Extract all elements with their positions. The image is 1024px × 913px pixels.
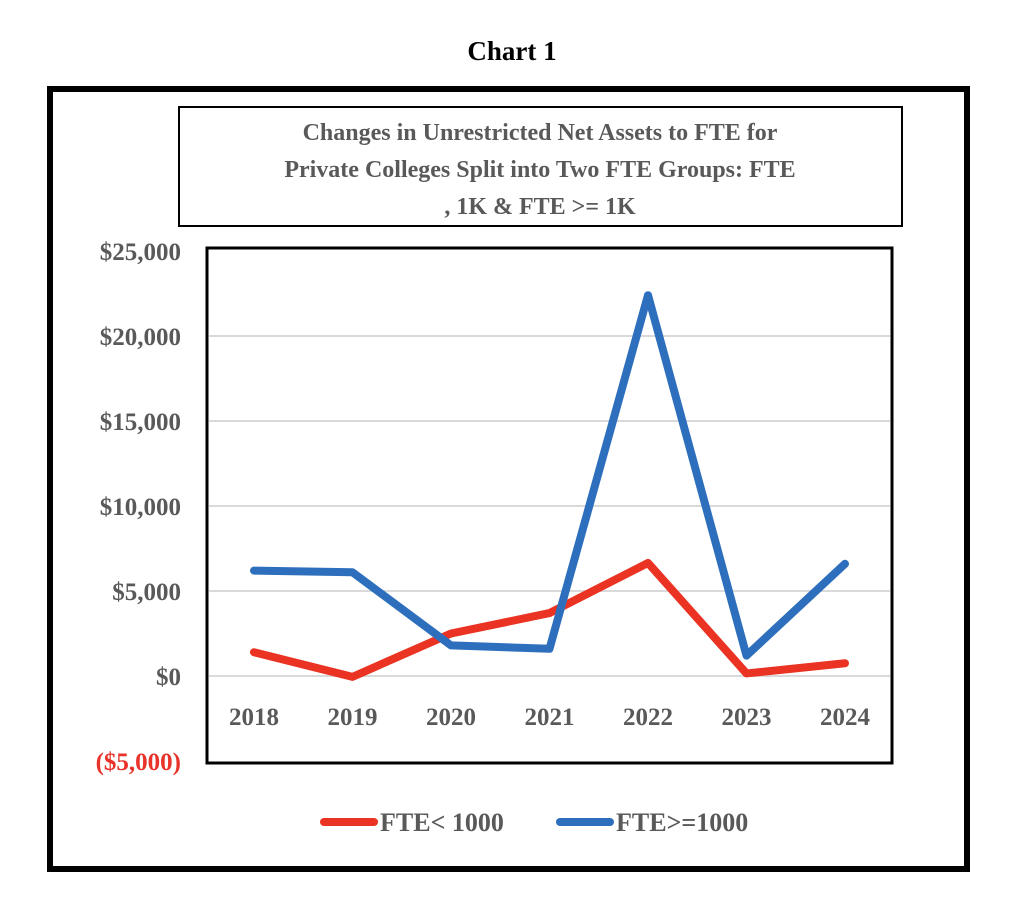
y-tick-label: ($5,000) bbox=[96, 749, 181, 776]
y-tick-label: $25,000 bbox=[100, 239, 181, 266]
y-tick-label: $0 bbox=[156, 664, 181, 691]
x-tick-label: 2020 bbox=[426, 704, 476, 731]
chart-title-line-1: Changes in Unrestricted Net Assets to FT… bbox=[303, 120, 778, 146]
chart-title-line-2: Private Colleges Split into Two FTE Grou… bbox=[284, 157, 795, 183]
plot-area bbox=[205, 246, 894, 765]
x-tick-label: 2022 bbox=[623, 704, 673, 731]
x-tick-label: 2019 bbox=[328, 704, 378, 731]
x-tick-label: 2023 bbox=[722, 704, 772, 731]
series-line-fte-lt-1000 bbox=[250, 558, 849, 681]
y-tick-label: $15,000 bbox=[100, 409, 181, 436]
title-box bbox=[178, 106, 903, 227]
legend: FTE< 1000 FTE>=1000 bbox=[320, 808, 748, 837]
y-tick-label: $20,000 bbox=[100, 324, 181, 351]
y-tick-label: $10,000 bbox=[100, 494, 181, 521]
outer-frame bbox=[47, 86, 970, 872]
chart-caption: Chart 1 bbox=[467, 36, 556, 66]
y-tick-label: $5,000 bbox=[112, 579, 181, 606]
series-line-fte-gte-1000 bbox=[250, 291, 849, 660]
gridlines bbox=[209, 335, 890, 677]
y-axis-ticks: $25,000 $20,000 $15,000 $10,000 $5,000 $0 ($5,… bbox=[96, 239, 181, 776]
x-tick-label: 2021 bbox=[525, 704, 575, 731]
x-tick-label: 2024 bbox=[820, 704, 871, 731]
chart-title-line-3: , 1K & FTE >= 1K bbox=[444, 194, 636, 220]
legend-label: FTE< 1000 bbox=[380, 808, 504, 837]
legend-label: FTE>=1000 bbox=[616, 808, 748, 837]
x-tick-label: 2018 bbox=[229, 704, 279, 731]
series-lines bbox=[250, 291, 849, 681]
x-axis-ticks: 2018 2019 2020 2021 2022 2023 2024 bbox=[229, 704, 871, 731]
